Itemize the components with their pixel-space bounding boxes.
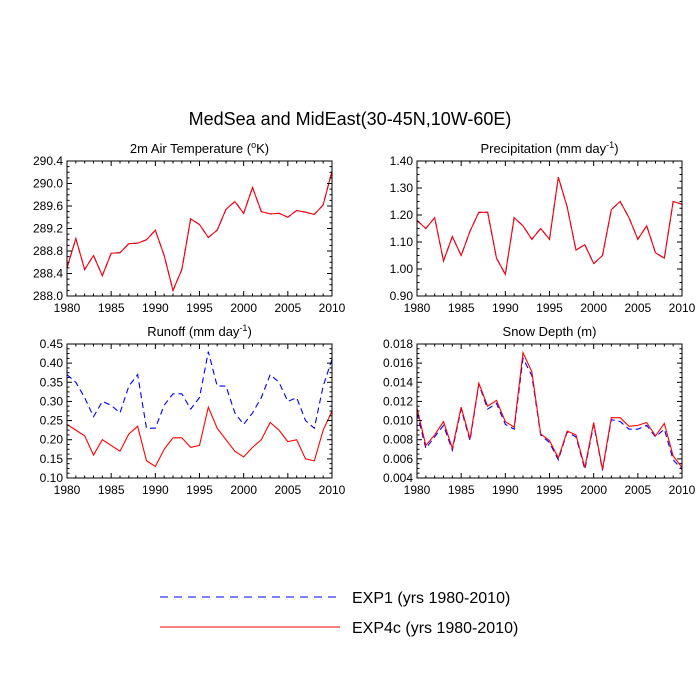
panel-title-text: Precipitation (mm day <box>480 141 606 156</box>
panel-title-text: Snow Depth (m) <box>503 324 597 339</box>
x-tick-label-precipitation: 1980 <box>404 301 431 315</box>
panel-title-temperature: 2m Air Temperature (oK) <box>130 140 269 156</box>
y-tick-label-runoff: 0.20 <box>40 433 64 447</box>
y-tick-label-snow-depth: 0.018 <box>383 337 413 351</box>
panel-snow-depth: Snow Depth (m) 1980 1985 1990 1995 2000 2005 20… <box>383 324 696 497</box>
y-tick-label-runoff: 0.35 <box>40 375 64 389</box>
panel-title-superscript: -1 <box>239 323 247 333</box>
x-tick-label-snow-depth: 2000 <box>580 483 607 497</box>
y-tick-label-temperature: 289.2 <box>33 222 63 236</box>
panel-title-suffix: ) <box>614 141 618 156</box>
x-tick-label-snow-depth: 1995 <box>536 483 563 497</box>
series-line-exp1-runoff <box>66 351 333 430</box>
x-tick-label-temperature: 1990 <box>142 301 169 315</box>
panel-precipitation: Precipitation (mm day-1) 1980 1985 1990 1995… <box>390 140 696 315</box>
x-tick-label-snow-depth: 2010 <box>669 483 696 497</box>
legend: EXP1 (yrs 1980-2010) EXP4c (yrs 1980-201… <box>160 590 518 637</box>
y-tick-label-temperature: 288.0 <box>33 289 63 303</box>
x-tick-label-snow-depth: 1980 <box>404 483 431 497</box>
panel-title-precipitation: Precipitation (mm day-1) <box>480 140 618 156</box>
x-tick-label-snow-depth: 1990 <box>492 483 519 497</box>
legend-label-exp1: EXP1 (yrs 1980-2010) <box>352 590 510 607</box>
panels: 2m Air Temperature (oK) 1980 1985 1990 1995 2… <box>33 140 696 497</box>
axes-frame-precipitation <box>416 160 683 297</box>
x-tick-label-precipitation: 2005 <box>624 301 651 315</box>
panel-title-superscript: o <box>251 140 256 150</box>
y-tick-label-precipitation: 1.40 <box>390 154 414 168</box>
y-tick-label-precipitation: 1.30 <box>390 181 414 195</box>
y-tick-label-temperature: 290.0 <box>33 177 63 191</box>
panel-title-text: 2m Air Temperature ( <box>130 141 252 156</box>
x-tick-label-runoff: 1980 <box>54 483 81 497</box>
legend-label-exp4c: EXP4c (yrs 1980-2010) <box>352 620 518 637</box>
x-tick-label-runoff: 2000 <box>230 483 257 497</box>
y-tick-label-snow-depth: 0.016 <box>383 356 413 370</box>
x-tick-label-temperature: 1980 <box>54 301 81 315</box>
x-tick-label-snow-depth: 1985 <box>448 483 475 497</box>
series-line-exp1-temperature <box>66 170 333 293</box>
x-tick-label-snow-depth: 2005 <box>624 483 651 497</box>
x-tick-label-temperature: 2010 <box>319 301 346 315</box>
y-tick-label-runoff: 0.30 <box>40 394 64 408</box>
series-line-exp1-precipitation <box>416 177 683 277</box>
x-tick-label-runoff: 2005 <box>274 483 301 497</box>
y-tick-label-runoff: 0.25 <box>40 414 64 428</box>
panel-runoff: Runoff (mm day-1) 1980 1985 1990 1995 2000 200… <box>40 323 346 497</box>
y-tick-label-temperature: 288.8 <box>33 244 63 258</box>
x-tick-label-temperature: 2000 <box>230 301 257 315</box>
panel-temperature: 2m Air Temperature (oK) 1980 1985 1990 1995 2… <box>33 140 346 315</box>
x-tick-label-precipitation: 2000 <box>580 301 607 315</box>
x-tick-label-runoff: 1995 <box>186 483 213 497</box>
x-tick-label-precipitation: 2010 <box>669 301 696 315</box>
axes-frame-snow-depth <box>416 343 683 479</box>
x-tick-label-runoff: 1985 <box>98 483 125 497</box>
series-line-exp1-snow-depth <box>416 356 683 471</box>
y-tick-label-runoff: 0.10 <box>40 471 64 485</box>
x-tick-label-runoff: 2010 <box>319 483 346 497</box>
y-tick-label-snow-depth: 0.008 <box>383 433 413 447</box>
y-tick-label-snow-depth: 0.004 <box>383 471 413 485</box>
x-tick-label-precipitation: 1995 <box>536 301 563 315</box>
main-title: MedSea and MidEast(30-45N,10W-60E) <box>189 109 512 129</box>
series-line-exp4c-temperature <box>66 170 333 293</box>
y-tick-label-runoff: 0.15 <box>40 452 64 466</box>
series-line-exp4c-runoff <box>66 405 333 468</box>
series-line-exp4c-precipitation <box>416 177 683 277</box>
axes-frame-runoff <box>66 343 333 479</box>
x-tick-label-precipitation: 1985 <box>448 301 475 315</box>
x-tick-label-temperature: 1995 <box>186 301 213 315</box>
series-line-exp4c-snow-depth <box>416 350 683 470</box>
x-tick-label-runoff: 1990 <box>142 483 169 497</box>
panel-title-text: Runoff (mm day <box>147 324 240 339</box>
y-tick-label-snow-depth: 0.006 <box>383 452 413 466</box>
panel-title-runoff: Runoff (mm day-1) <box>147 323 252 339</box>
x-tick-label-temperature: 1985 <box>98 301 125 315</box>
panel-title-suffix: K) <box>256 141 269 156</box>
y-tick-label-runoff: 0.40 <box>40 356 64 370</box>
x-tick-label-temperature: 2005 <box>274 301 301 315</box>
y-tick-label-precipitation: 0.90 <box>390 289 414 303</box>
y-tick-label-precipitation: 1.00 <box>390 262 414 276</box>
y-tick-label-snow-depth: 0.012 <box>383 394 413 408</box>
panel-title-snow-depth: Snow Depth (m) <box>503 324 597 339</box>
y-tick-label-temperature: 289.6 <box>33 199 63 213</box>
y-tick-label-runoff: 0.45 <box>40 337 64 351</box>
y-tick-label-snow-depth: 0.010 <box>383 414 413 428</box>
x-tick-label-precipitation: 1990 <box>492 301 519 315</box>
axes-frame-temperature <box>66 160 333 297</box>
y-tick-label-snow-depth: 0.014 <box>383 375 413 389</box>
y-tick-label-precipitation: 1.10 <box>390 235 414 249</box>
panel-title-suffix: ) <box>247 324 251 339</box>
panel-title-superscript: -1 <box>606 140 614 150</box>
y-tick-label-temperature: 288.4 <box>33 267 63 281</box>
y-tick-label-precipitation: 1.20 <box>390 208 414 222</box>
y-tick-label-temperature: 290.4 <box>33 154 63 168</box>
